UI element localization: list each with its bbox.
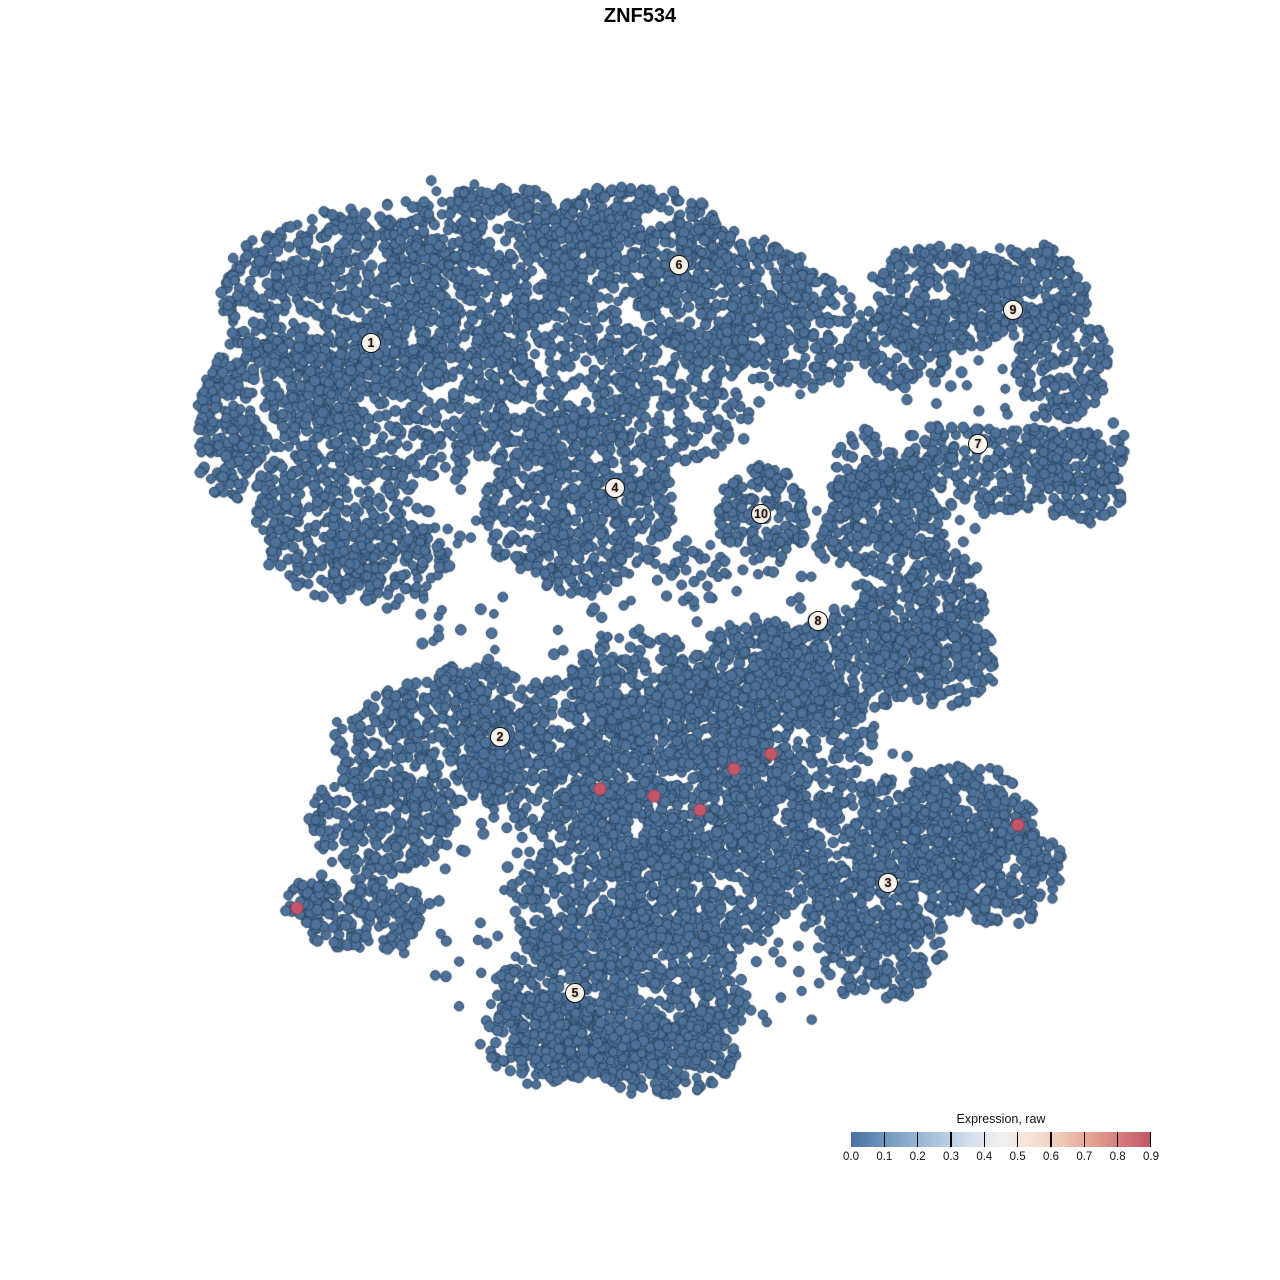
cluster-label-7: 7 xyxy=(968,434,988,454)
cluster-label-6: 6 xyxy=(669,255,689,275)
cluster-label-3: 3 xyxy=(878,873,898,893)
cluster-label-5: 5 xyxy=(565,983,585,1003)
cluster-label-4: 4 xyxy=(605,478,625,498)
cluster-label-9: 9 xyxy=(1003,300,1023,320)
cluster-label-10: 10 xyxy=(751,504,771,524)
cluster-label-8: 8 xyxy=(808,611,828,631)
cluster-label-2: 2 xyxy=(490,727,510,747)
cluster-label-1: 1 xyxy=(361,333,381,353)
